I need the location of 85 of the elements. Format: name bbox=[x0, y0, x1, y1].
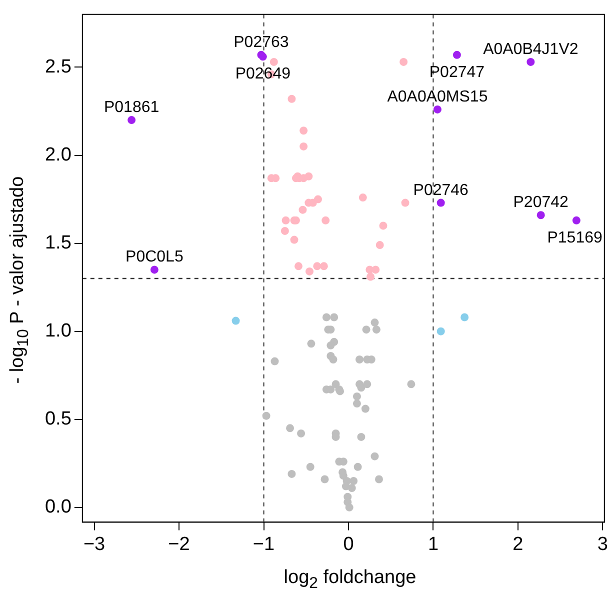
point bbox=[307, 340, 316, 348]
point bbox=[288, 470, 296, 478]
y-tick-label: 0.0 bbox=[44, 496, 72, 518]
point bbox=[330, 313, 338, 322]
point bbox=[372, 266, 380, 274]
point bbox=[294, 262, 302, 270]
x-tick-label: −1 bbox=[252, 534, 275, 555]
annotation: P0C0L5 bbox=[126, 248, 184, 266]
point bbox=[436, 327, 445, 336]
point bbox=[433, 105, 442, 114]
point bbox=[452, 50, 461, 59]
y-tick-label: 1.5 bbox=[44, 232, 72, 254]
point bbox=[358, 194, 367, 202]
annotation: P02746 bbox=[413, 182, 469, 199]
point bbox=[313, 262, 322, 270]
y-tick-label: 0.5 bbox=[44, 408, 72, 430]
annotation: P02649 bbox=[235, 66, 291, 83]
point bbox=[356, 356, 364, 364]
point bbox=[290, 236, 298, 244]
point bbox=[407, 380, 416, 388]
point bbox=[348, 484, 356, 492]
point bbox=[370, 318, 379, 327]
point bbox=[374, 475, 383, 484]
point bbox=[232, 316, 240, 325]
y-tick-label: 2.5 bbox=[44, 56, 72, 78]
point bbox=[320, 262, 328, 270]
y-tick-label: 2.0 bbox=[44, 144, 72, 166]
point bbox=[270, 357, 279, 366]
annotation: A0A0B4J1V2 bbox=[483, 40, 578, 58]
point bbox=[286, 424, 294, 432]
point bbox=[322, 313, 330, 322]
point bbox=[288, 94, 296, 103]
annotation: P15169 bbox=[547, 229, 602, 246]
point bbox=[370, 452, 379, 460]
point bbox=[306, 462, 314, 471]
x-tick-label: 2 bbox=[512, 534, 524, 555]
x-axis-title: log$_{2}$ foldchange bbox=[284, 567, 416, 593]
point bbox=[376, 241, 384, 250]
point bbox=[128, 116, 136, 124]
point bbox=[352, 400, 361, 408]
point bbox=[526, 58, 535, 66]
point bbox=[362, 326, 370, 334]
point bbox=[366, 272, 375, 281]
point bbox=[436, 198, 445, 207]
annotation: P01861 bbox=[104, 99, 160, 116]
point bbox=[572, 216, 580, 224]
x-tick-label: −3 bbox=[83, 534, 106, 555]
point bbox=[280, 226, 289, 235]
point bbox=[300, 126, 308, 135]
point bbox=[329, 356, 338, 364]
point bbox=[357, 384, 366, 392]
point bbox=[297, 429, 306, 438]
point bbox=[304, 172, 313, 180]
point bbox=[262, 412, 270, 420]
y-tick-label: 1.0 bbox=[44, 320, 72, 342]
point bbox=[298, 206, 307, 214]
point bbox=[372, 326, 380, 334]
point bbox=[270, 58, 278, 66]
annotation: P02747 bbox=[429, 64, 485, 81]
annotation: P02763 bbox=[234, 34, 289, 51]
point bbox=[306, 267, 314, 276]
point bbox=[379, 222, 388, 230]
x-tick-label: 3 bbox=[597, 534, 608, 555]
point bbox=[350, 477, 358, 485]
point bbox=[400, 58, 408, 66]
point bbox=[282, 216, 290, 224]
point bbox=[322, 216, 330, 224]
point bbox=[354, 462, 362, 471]
annotation: P20742 bbox=[513, 194, 569, 212]
point bbox=[361, 404, 370, 413]
x-tick-label: 1 bbox=[428, 534, 439, 555]
point bbox=[363, 380, 372, 388]
point bbox=[357, 432, 366, 441]
point bbox=[352, 392, 361, 400]
point bbox=[150, 266, 158, 274]
point bbox=[460, 313, 469, 322]
x-tick-label: 0 bbox=[343, 534, 354, 555]
annotation: A0A0A0MS15 bbox=[387, 88, 488, 106]
point bbox=[401, 198, 410, 207]
x-tick-label: −2 bbox=[168, 534, 190, 555]
point bbox=[326, 341, 335, 350]
point bbox=[536, 211, 545, 220]
point bbox=[300, 142, 308, 150]
point bbox=[320, 475, 329, 484]
point bbox=[345, 503, 354, 512]
